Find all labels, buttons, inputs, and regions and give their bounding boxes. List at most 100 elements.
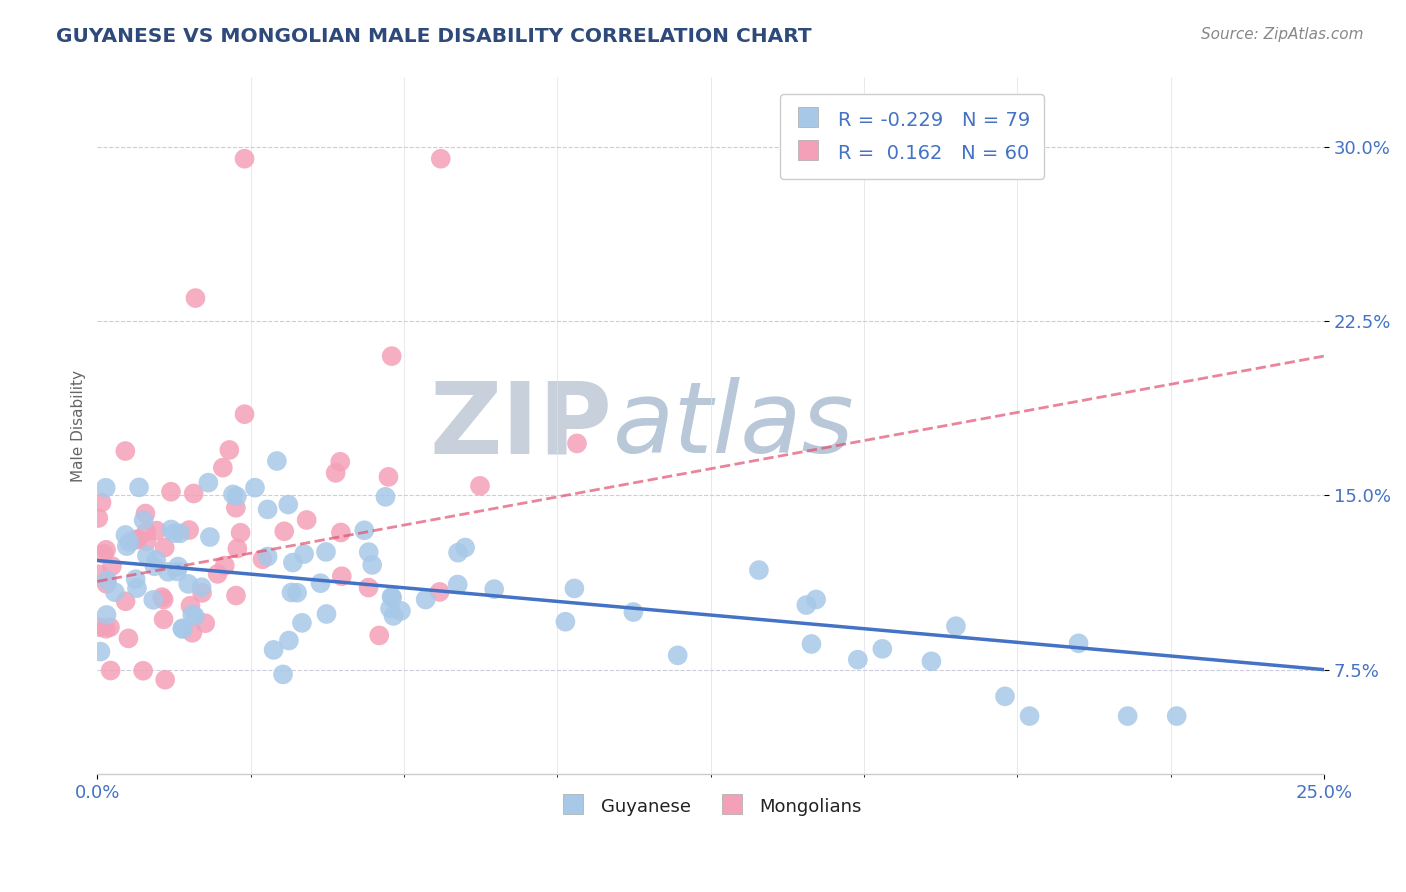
Point [945,619,967,633]
Point [263,643,285,657]
Point [277,498,299,512]
Point [380,590,402,604]
Point [374,490,396,504]
Point [285,585,308,599]
Point [225,489,247,503]
Point [143,559,166,574]
Point [233,152,256,166]
Point [183,486,205,500]
Point [804,592,827,607]
Point [454,541,477,555]
Point [382,608,405,623]
Point [135,524,157,539]
Point [87,567,110,582]
Point [94,481,117,495]
Point [621,605,644,619]
Point [94,542,117,557]
Point [329,455,352,469]
Y-axis label: Male Disability: Male Disability [72,370,86,482]
Point [377,470,399,484]
Point [315,545,337,559]
Point [90,495,112,509]
Point [152,592,174,607]
Point [295,513,318,527]
Point [145,524,167,538]
Point [872,641,894,656]
Point [309,576,332,591]
Point [157,565,180,579]
Point [994,690,1017,704]
Point [226,541,249,556]
Point [256,549,278,564]
Point [1116,709,1139,723]
Point [89,644,111,658]
Point [93,547,115,561]
Point [800,637,823,651]
Point [447,546,470,560]
Point [172,622,194,636]
Point [163,526,186,541]
Point [150,590,173,604]
Point [184,291,207,305]
Point [132,513,155,527]
Point [468,479,491,493]
Point [564,582,586,596]
Point [125,572,148,586]
Point [357,581,380,595]
Point [368,628,391,642]
Point [207,566,229,581]
Point [229,525,252,540]
Point [142,592,165,607]
Text: GUYANESE VS MONGOLIAN MALE DISABILITY CORRELATION CHART: GUYANESE VS MONGOLIAN MALE DISABILITY CO… [56,27,811,45]
Point [172,621,194,635]
Point [214,558,236,573]
Text: ZIP: ZIP [430,377,613,475]
Point [114,528,136,542]
Point [114,594,136,608]
Point [160,523,183,537]
Point [266,454,288,468]
Point [280,585,302,599]
Point [96,577,118,591]
Point [447,577,470,591]
Point [125,581,148,595]
Point [325,466,347,480]
Point [166,565,188,579]
Point [190,580,212,594]
Point [666,648,689,663]
Point [225,589,247,603]
Point [330,569,353,583]
Point [381,349,404,363]
Point [243,481,266,495]
Point [389,604,412,618]
Point [748,563,770,577]
Point [94,622,117,636]
Point [87,620,110,634]
Point [145,553,167,567]
Point [430,152,453,166]
Point [218,442,240,457]
Point [124,533,146,547]
Point [554,615,576,629]
Point [415,592,437,607]
Point [329,525,352,540]
Text: atlas: atlas [613,377,853,475]
Point [118,535,141,549]
Point [315,607,337,621]
Point [211,460,233,475]
Point [273,524,295,539]
Point [128,480,150,494]
Point [98,620,121,634]
Point [222,487,245,501]
Point [96,573,118,587]
Text: Source: ZipAtlas.com: Source: ZipAtlas.com [1201,27,1364,42]
Point [361,558,384,572]
Point [794,598,817,612]
Point [134,507,156,521]
Point [184,609,207,624]
Point [104,585,127,599]
Point [846,653,869,667]
Point [281,556,304,570]
Point [179,523,201,537]
Point [1166,709,1188,723]
